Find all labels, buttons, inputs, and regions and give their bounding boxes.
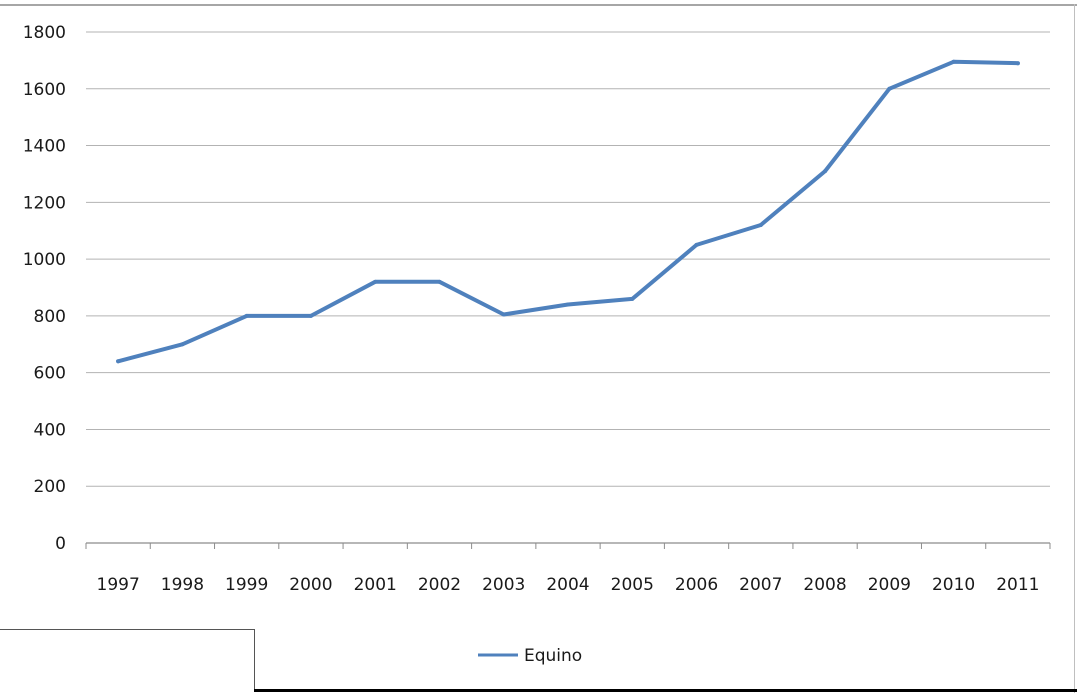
x-tick-label: 2004 [546,575,589,595]
data-point [951,59,956,64]
x-tick-label: 2000 [289,575,332,595]
x-tick-label: 2005 [611,575,654,595]
x-tick-label: 2009 [868,575,911,595]
data-point [887,86,892,91]
data-point [566,302,570,307]
y-tick-label: 600 [34,364,66,384]
x-tick-label: 2010 [932,575,975,595]
data-point [116,359,121,364]
x-tick-labels: 1997 1998 1999 2000 2001 2002 2003 2004 2005 2006… [97,575,1040,595]
data-point [630,296,635,301]
legend: Equino [478,646,582,666]
y-tick-label: 1800 [23,23,66,43]
y-tick-label: 800 [34,307,66,327]
x-tick-label: 2008 [803,575,846,595]
inset-box [0,629,255,692]
data-point [823,169,828,174]
y-tick-label: 1600 [23,80,66,100]
y-tick-label: 200 [34,477,66,497]
x-tick-label: 2006 [675,575,718,595]
data-point [373,279,378,284]
legend-label-equino: Equino [524,646,582,666]
chart-frame-top-border [0,4,1077,6]
y-tick-label: 0 [55,534,66,554]
x-tick-label: 2001 [354,575,397,595]
y-tick-label: 1000 [23,250,66,270]
x-tick-label: 1997 [97,575,140,595]
data-point [180,342,185,347]
data-point [694,242,699,247]
data-point [308,313,313,318]
y-tick-label: 1400 [23,137,66,157]
y-tick-label: 400 [34,420,66,440]
chart-frame-right-border [1074,4,1075,693]
series-lines [116,59,1020,364]
data-point [501,312,506,317]
axes [85,542,1051,549]
data-point [1015,61,1020,66]
x-tick-label: 2002 [418,575,461,595]
x-tick-label: 2007 [739,575,782,595]
y-tick-labels: 0 200 400 600 800 1000 1200 1400 1600 1800 [23,23,66,554]
y-tick-label: 1200 [23,193,66,213]
data-point [758,223,763,228]
x-tick-label: 1998 [161,575,204,595]
bottom-border-line [254,689,1077,692]
gridlines [86,31,1050,487]
x-tick-label: 2003 [482,575,525,595]
x-tick-label: 1999 [225,575,268,595]
x-tick-label: 2011 [996,575,1039,595]
data-point [244,313,249,318]
data-point [437,279,442,284]
